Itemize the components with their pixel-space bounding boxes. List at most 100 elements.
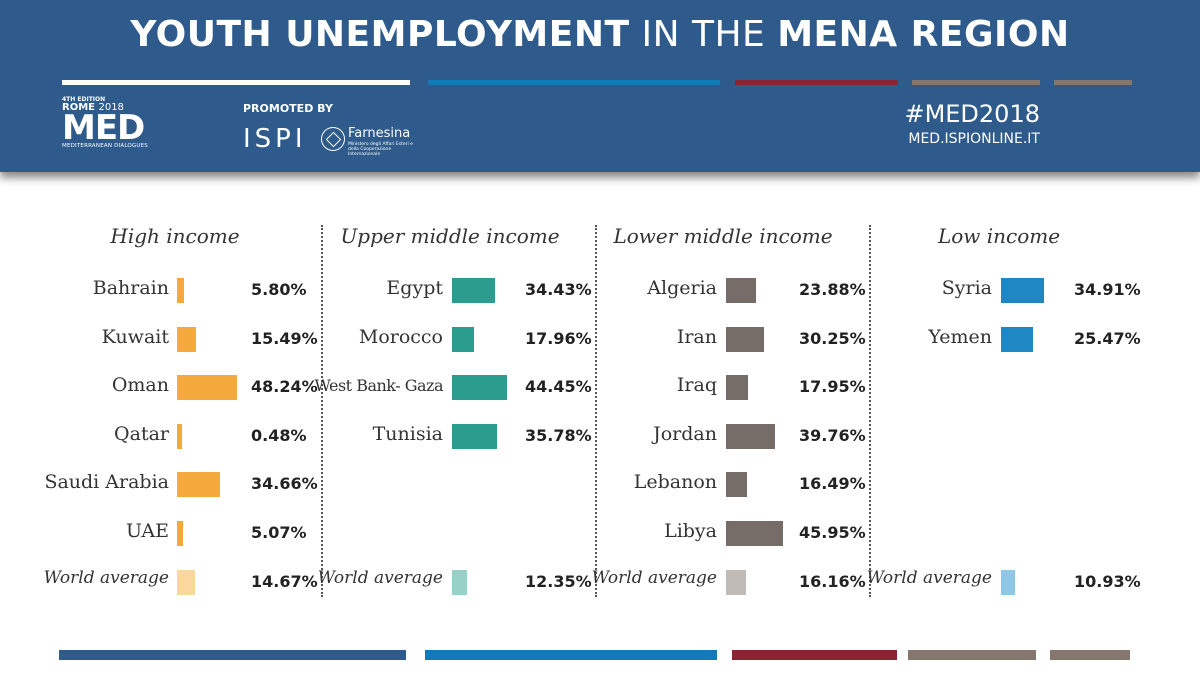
category-label: Jordan — [653, 422, 717, 445]
header-stripe-1 — [62, 80, 410, 85]
farnesina-subtitle: Ministero degli Affari Esteri e della Co… — [348, 142, 413, 157]
value-label: 35.78% — [525, 425, 592, 445]
world-average-value: 14.67% — [251, 572, 318, 591]
farnesina-emblem-icon — [321, 127, 345, 151]
bar — [726, 472, 747, 497]
value-label: 0.48% — [251, 425, 307, 445]
category-label: Yemen — [928, 325, 992, 348]
value-label: 5.80% — [251, 280, 307, 299]
logo-year: 2018 — [98, 102, 124, 113]
category-label: Kuwait — [101, 325, 169, 348]
value-label: 30.25% — [799, 328, 866, 348]
bar — [726, 520, 784, 546]
hashtag: #MED2018 — [904, 100, 1040, 128]
title-part-1: IN THE — [629, 14, 778, 55]
logo-rome: ROME 2018 — [62, 103, 148, 113]
world-average-bar — [177, 570, 196, 595]
ispi-logo: ISPI — [243, 124, 307, 154]
title-part-2: MENA REGION — [777, 14, 1070, 55]
world-average-bar — [452, 570, 468, 595]
category-label: Morocco — [358, 325, 443, 348]
website: MED.ISPIONLINE.IT — [908, 131, 1040, 147]
category-label: Oman — [111, 374, 169, 396]
bar — [177, 278, 185, 303]
value-label: 34.43% — [525, 280, 592, 299]
page-title: YOUTH UNEMPLOYMENT IN THE MENA REGION — [0, 14, 1200, 55]
value-label: 16.49% — [799, 474, 866, 493]
group-title-0: High income — [110, 224, 240, 248]
bar — [726, 423, 776, 449]
med-logo: 4TH EDITION ROME 2018 MED MEDITERRANEAN … — [62, 96, 148, 150]
bar — [726, 278, 756, 303]
header-stripe-3 — [735, 80, 898, 85]
promoted-by-label: PROMOTED BY — [243, 102, 333, 115]
group-divider-3 — [869, 225, 871, 597]
bar — [452, 375, 508, 400]
logo-rome-text: ROME — [62, 102, 95, 113]
value-label: 17.95% — [799, 377, 866, 396]
value-label: 5.07% — [251, 522, 307, 542]
value-label: 15.49% — [251, 328, 318, 348]
header-stripe-2 — [428, 80, 720, 85]
world-average-bar — [1001, 570, 1015, 595]
world-average-bar — [726, 570, 747, 595]
category-label: UAE — [125, 519, 169, 542]
world-average-value: 10.93% — [1074, 572, 1141, 591]
group-divider-1 — [321, 225, 323, 597]
group-title-3: Low income — [937, 224, 1061, 248]
logo-subtitle: MEDITERRANEAN DIALOGUES — [62, 143, 148, 149]
world-average-label: World average — [866, 568, 992, 588]
value-label: 25.47% — [1074, 328, 1141, 348]
bar — [177, 326, 197, 352]
bar — [177, 472, 221, 497]
value-label: 48.24% — [251, 377, 318, 396]
group-title-1: Upper middle income — [340, 224, 560, 248]
category-label: Bahrain — [92, 277, 169, 299]
footer-stripe-5 — [1050, 650, 1130, 660]
world-average-label: World average — [591, 568, 717, 588]
value-label: 44.45% — [525, 377, 592, 396]
bar — [1001, 326, 1033, 352]
value-label: 17.96% — [525, 328, 592, 348]
bar — [726, 375, 749, 400]
bar — [452, 326, 475, 352]
category-label: Qatar — [114, 422, 169, 445]
farnesina-name: Farnesina — [348, 126, 411, 141]
value-label: 34.66% — [251, 474, 318, 493]
category-label: West Bank- Gaza — [314, 376, 443, 395]
header-stripe-4 — [912, 80, 1040, 85]
title-part-0: YOUTH UNEMPLOYMENT — [130, 14, 630, 55]
footer-stripe-3 — [732, 650, 897, 660]
category-label: Libya — [664, 519, 717, 542]
category-label: Algeria — [647, 277, 717, 299]
header-stripe-5 — [1054, 80, 1132, 85]
category-label: Iraq — [676, 374, 717, 396]
value-label: 39.76% — [799, 425, 866, 445]
category-label: Syria — [941, 277, 992, 299]
bar — [177, 520, 184, 546]
category-label: Egypt — [386, 277, 443, 299]
value-label: 23.88% — [799, 280, 866, 299]
bar — [177, 423, 182, 449]
world-average-label: World average — [43, 568, 169, 588]
category-label: Saudi Arabia — [44, 471, 169, 493]
bar — [1001, 278, 1045, 303]
value-label: 45.95% — [799, 522, 866, 542]
bar — [726, 326, 764, 352]
value-label: 34.91% — [1074, 280, 1141, 299]
logo-edition: 4TH EDITION — [62, 96, 106, 103]
world-average-value: 16.16% — [799, 572, 866, 591]
logo-med: MED — [62, 108, 145, 148]
group-title-2: Lower middle income — [613, 224, 833, 248]
bar — [452, 278, 495, 303]
header-banner: YOUTH UNEMPLOYMENT IN THE MENA REGION 4T… — [0, 0, 1200, 172]
footer-stripe-2 — [425, 650, 717, 660]
category-label: Lebanon — [633, 471, 717, 493]
world-average-value: 12.35% — [525, 572, 592, 591]
category-label: Tunisia — [372, 422, 443, 445]
category-label: Iran — [676, 325, 717, 348]
bar — [177, 375, 237, 400]
group-divider-2 — [595, 225, 597, 597]
world-average-label: World average — [317, 568, 443, 588]
